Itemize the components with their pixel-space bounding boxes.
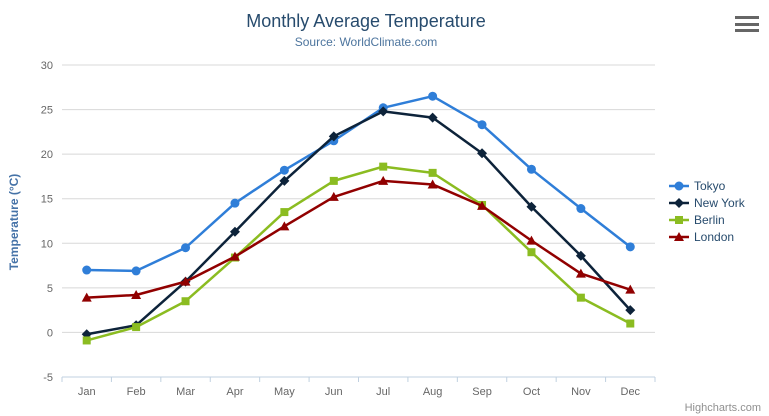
legend-marker-square-icon: [669, 215, 689, 224]
data-point-london-aug[interactable]: [427, 179, 438, 189]
series-line-berlin: [85, 165, 632, 342]
legend: Tokyo New York Berlin London: [669, 177, 745, 245]
x-tick-label: Sep: [472, 386, 492, 398]
x-tick-label: Jan: [78, 386, 96, 398]
data-point-berlin-oct[interactable]: [527, 248, 536, 257]
data-point-new-york-dec[interactable]: [625, 305, 636, 316]
y-tick-label: 25: [41, 105, 53, 117]
data-point-berlin-jun[interactable]: [329, 176, 338, 185]
data-point-berlin-nov[interactable]: [576, 293, 585, 302]
data-point-tokyo-aug[interactable]: [428, 91, 438, 101]
hamburger-icon: [735, 16, 759, 19]
legend-label: London: [694, 229, 735, 244]
legend-item-london[interactable]: London: [669, 228, 745, 245]
legend-label: Tokyo: [694, 178, 726, 193]
data-point-berlin-mar[interactable]: [181, 297, 190, 306]
data-point-tokyo-feb[interactable]: [131, 266, 141, 276]
data-point-new-york-jul[interactable]: [378, 106, 389, 117]
legend-item-new-york[interactable]: New York: [669, 194, 745, 211]
legend-item-berlin[interactable]: Berlin: [669, 211, 745, 228]
data-point-berlin-feb[interactable]: [132, 323, 141, 332]
y-tick-label: 15: [41, 194, 53, 206]
data-point-new-york-aug[interactable]: [427, 112, 438, 123]
data-point-tokyo-jan[interactable]: [82, 265, 92, 275]
series-line-new-york: [85, 110, 632, 336]
y-tick-label: 0: [47, 327, 53, 339]
y-axis-title: Temperature (°C): [7, 173, 21, 271]
x-tick-label: Jul: [376, 386, 390, 398]
data-point-london-apr[interactable]: [229, 251, 240, 261]
data-point-new-york-sep[interactable]: [477, 148, 488, 159]
data-point-london-jul[interactable]: [378, 175, 389, 185]
data-point-tokyo-apr[interactable]: [230, 198, 240, 208]
data-point-london-jun[interactable]: [328, 191, 339, 201]
data-point-berlin-may[interactable]: [280, 208, 289, 217]
hamburger-icon: [735, 22, 759, 26]
data-point-tokyo-nov[interactable]: [576, 204, 586, 214]
x-tick-label: Nov: [571, 386, 591, 398]
data-point-berlin-aug[interactable]: [428, 168, 437, 177]
legend-marker-triangle-icon: [669, 231, 689, 241]
data-point-new-york-apr[interactable]: [229, 226, 240, 237]
data-point-london-mar[interactable]: [180, 276, 191, 286]
x-tick-label: Feb: [127, 386, 146, 398]
credits-link[interactable]: Highcharts.com: [684, 402, 761, 414]
series-line-london: [85, 179, 632, 299]
x-tick-label: Apr: [226, 386, 243, 398]
x-tick-label: Dec: [621, 386, 641, 398]
data-point-berlin-jan[interactable]: [82, 336, 91, 345]
data-point-london-may[interactable]: [279, 221, 290, 231]
data-point-london-dec[interactable]: [625, 284, 636, 294]
data-point-tokyo-may[interactable]: [279, 165, 289, 175]
series-line-tokyo: [85, 94, 632, 273]
data-point-new-york-oct[interactable]: [526, 201, 537, 212]
y-tick-label: -5: [43, 372, 53, 384]
data-point-berlin-jul[interactable]: [379, 162, 388, 171]
export-menu-button[interactable]: [735, 16, 759, 32]
data-point-new-york-jun[interactable]: [328, 131, 339, 142]
chart-subtitle: Source: WorldClimate.com: [294, 35, 438, 49]
x-tick-label: Oct: [523, 386, 540, 398]
hamburger-icon: [735, 29, 759, 32]
data-point-london-jan[interactable]: [81, 292, 92, 302]
x-tick-label: Jun: [325, 386, 343, 398]
data-point-tokyo-oct[interactable]: [526, 164, 536, 174]
data-point-london-nov[interactable]: [575, 268, 586, 278]
data-point-tokyo-mar[interactable]: [181, 243, 191, 253]
data-point-berlin-dec[interactable]: [626, 319, 635, 328]
x-tick-label: Mar: [176, 386, 195, 398]
legend-item-tokyo[interactable]: Tokyo: [669, 177, 745, 194]
data-point-london-oct[interactable]: [526, 235, 537, 245]
data-point-tokyo-sep[interactable]: [477, 120, 487, 130]
legend-label: Berlin: [694, 212, 725, 227]
legend-label: New York: [694, 195, 745, 210]
y-tick-label: 10: [41, 238, 53, 250]
data-point-london-feb[interactable]: [131, 289, 142, 299]
data-point-new-york-may[interactable]: [279, 175, 290, 186]
y-tick-label: 20: [41, 149, 53, 161]
y-tick-label: 5: [47, 283, 53, 295]
y-tick-label: 30: [41, 60, 53, 72]
data-point-new-york-nov[interactable]: [575, 250, 586, 261]
chart-title: Monthly Average Temperature: [246, 11, 486, 31]
legend-marker-diamond-icon: [669, 197, 689, 208]
x-tick-label: Aug: [423, 386, 443, 398]
x-tick-label: May: [274, 386, 295, 398]
legend-marker-circle-icon: [669, 181, 689, 190]
data-point-london-sep[interactable]: [477, 200, 488, 210]
data-point-tokyo-dec[interactable]: [625, 242, 635, 252]
